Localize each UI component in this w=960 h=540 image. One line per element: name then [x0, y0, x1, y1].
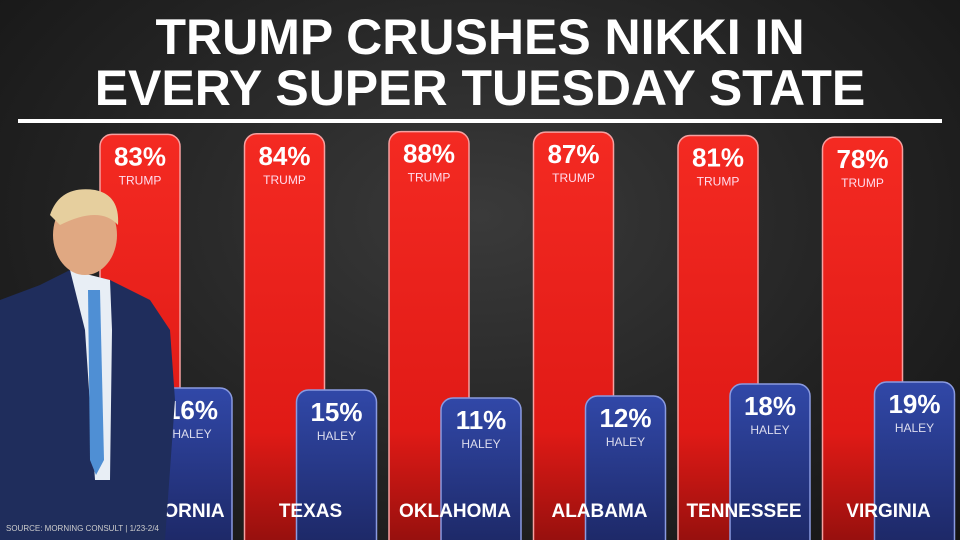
trump-value-label: 84% [258, 141, 310, 171]
haley-series-label: HALEY [172, 427, 211, 441]
title-underline [18, 119, 942, 123]
trump-series-label: TRUMP [697, 174, 740, 188]
haley-bar [584, 395, 667, 540]
haley-series-label: HALEY [750, 423, 789, 437]
state-label: TENNESSEE [686, 501, 801, 522]
haley-series-label: HALEY [895, 421, 934, 435]
state-label: OKLAHOMA [399, 501, 511, 522]
trump-series-label: TRUMP [119, 173, 162, 187]
chart-title-line-1: TRUMP CRUSHES NIKKI IN [155, 9, 805, 65]
haley-series-label: HALEY [606, 435, 645, 449]
haley-value-label: 18% [744, 391, 796, 421]
chart-title-line-2: EVERY SUPER TUESDAY STATE [94, 60, 866, 116]
trump-series-label: TRUMP [552, 171, 595, 185]
haley-value-label: 15% [310, 397, 362, 427]
haley-bar [729, 383, 811, 540]
state-label: VIRGINIA [846, 501, 931, 522]
haley-series-label: HALEY [461, 437, 500, 451]
haley-series-label: HALEY [317, 429, 356, 443]
trump-series-label: TRUMP [408, 171, 451, 185]
source-note: SOURCE: MORNING CONSULT | 1/23-2/4 [6, 524, 159, 533]
trump-value-label: 78% [836, 144, 888, 174]
trump-series-label: TRUMP [841, 176, 884, 190]
haley-bar [440, 397, 522, 540]
trump-value-label: 83% [114, 141, 166, 171]
haley-value-label: 19% [888, 389, 940, 419]
trump-series-label: TRUMP [263, 173, 306, 187]
haley-value-label: 12% [599, 403, 651, 433]
haley-bar [873, 381, 956, 540]
haley-value-label: 11% [456, 405, 507, 435]
haley-bar [295, 389, 378, 540]
trump-value-label: 88% [403, 139, 455, 169]
state-label: TEXAS [279, 501, 342, 522]
trump-value-label: 81% [692, 142, 744, 172]
trump-value-label: 87% [547, 139, 599, 169]
trump-photo [0, 189, 175, 540]
state-label: ALABAMA [551, 501, 647, 522]
